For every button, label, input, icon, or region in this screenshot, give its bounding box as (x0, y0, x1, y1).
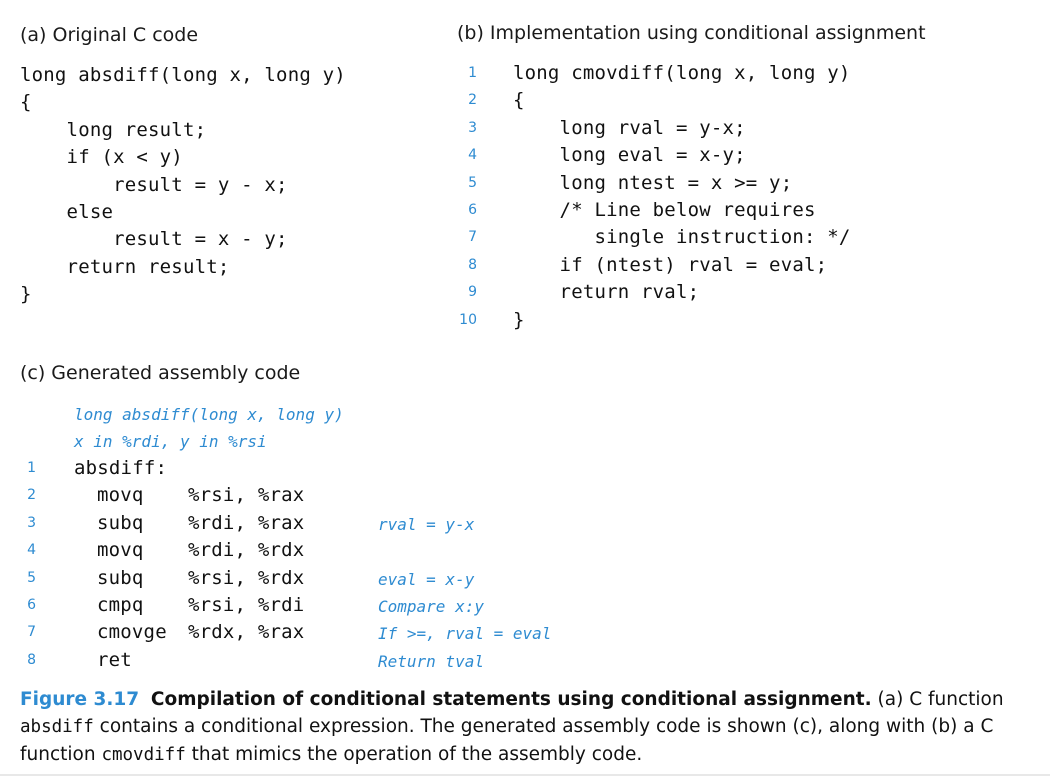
assembly-operands: %rsi, %rdx (188, 566, 305, 589)
c-code-line: long ntest = x >= y; (513, 171, 793, 194)
assembly-operands: %rdx, %rax (188, 621, 305, 644)
c-code-line: long rval = y-x; (513, 116, 746, 139)
assembly-label: absdiff: (74, 457, 168, 479)
line-number: 2 (27, 487, 36, 504)
c-code-line: result = x - y; (20, 228, 288, 251)
c-code-line: { (20, 91, 32, 114)
line-number: 8 (27, 651, 36, 668)
assembly-instruction: movq (97, 484, 144, 507)
caption-text-2: contains a conditional expression. The g… (20, 716, 994, 765)
line-number: 3 (468, 119, 477, 136)
panel-c-heading: (c) Generated assembly code (20, 362, 301, 384)
line-number: 6 (27, 597, 36, 613)
c-code-line: if (ntest) rval = eval; (513, 253, 828, 276)
line-number: 1 (27, 460, 36, 476)
c-code-line: /* Line below requires (513, 199, 816, 221)
assembly-operands: %rdi, %rdx (188, 539, 305, 562)
caption-code-absdiff: absdiff (20, 717, 94, 737)
c-code-line: return result; (20, 255, 230, 278)
c-code-line: { (513, 89, 525, 112)
assembly-comment: Return tval (378, 651, 484, 671)
assembly-operands: %rsi, %rdi (188, 594, 305, 616)
c-code-line: } (20, 283, 32, 306)
line-number: 5 (468, 174, 477, 191)
assembly-operands: %rdi, %rax (188, 511, 305, 534)
line-number: 4 (27, 542, 36, 559)
c-code-line: else (20, 201, 114, 223)
assembly-instruction: cmovge (97, 621, 167, 644)
line-number: 2 (468, 92, 477, 109)
line-number: 1 (468, 65, 477, 81)
c-code-line: } (513, 308, 525, 331)
c-code-line: long absdiff(long x, long y) (20, 64, 346, 86)
line-number: 7 (27, 624, 36, 641)
line-number: 6 (468, 202, 477, 218)
assembly-register-annotation: x in %rdi, y in %rsi (74, 432, 267, 451)
assembly-comment: eval = x-y (378, 569, 475, 589)
bottom-divider (0, 774, 1050, 776)
assembly-instruction: cmpq (97, 594, 144, 616)
c-code-line: long result; (20, 118, 207, 141)
assembly-comment: Compare x:y (378, 597, 484, 616)
c-code-line: single instruction: */ (513, 226, 851, 249)
caption-code-cmovdiff: cmovdiff (101, 745, 186, 765)
line-number: 10 (459, 311, 477, 328)
assembly-operands: %rsi, %rax (188, 484, 305, 507)
assembly-signature-annotation: long absdiff(long x, long y) (74, 405, 344, 424)
line-number: 4 (468, 147, 477, 164)
assembly-instruction: movq (97, 539, 144, 562)
c-code-line: result = y - x; (20, 173, 288, 196)
assembly-instruction: subq (97, 511, 144, 534)
panel-a-heading: (a) Original C code (20, 24, 199, 46)
line-number: 3 (27, 514, 36, 531)
c-code-line: long cmovdiff(long x, long y) (513, 62, 851, 84)
c-code-line: if (x < y) (20, 146, 183, 169)
line-number: 7 (468, 229, 477, 246)
line-number: 8 (468, 256, 477, 273)
figure-label: Figure 3.17 (20, 689, 140, 710)
figure-caption: Figure 3.17 Compilation of conditional s… (20, 686, 1030, 769)
line-number: 9 (468, 284, 477, 301)
c-code-line: return rval; (513, 281, 700, 304)
caption-text-1: (a) C function (871, 689, 1004, 710)
assembly-comment: If >=, rval = eval (378, 624, 552, 644)
caption-text-3: that mimics the operation of the assembl… (185, 744, 643, 765)
line-number: 5 (27, 569, 36, 586)
panel-b-heading: (b) Implementation using conditional ass… (457, 22, 926, 44)
c-code-line: long eval = x-y; (513, 144, 746, 167)
assembly-instruction: subq (97, 566, 144, 589)
caption-title: Compilation of conditional statements us… (150, 689, 872, 710)
assembly-comment: rval = y-x (378, 514, 475, 534)
assembly-instruction: ret (97, 648, 132, 671)
